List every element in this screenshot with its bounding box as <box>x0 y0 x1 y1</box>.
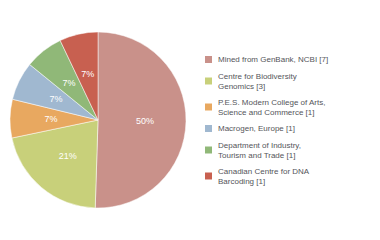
svg-text:7%: 7% <box>44 114 57 124</box>
svg-text:Barcoding [1]: Barcoding [1] <box>218 177 265 186</box>
svg-text:21%: 21% <box>59 151 77 161</box>
svg-text:Mined from GenBank, NCBI [7]: Mined from GenBank, NCBI [7] <box>218 55 328 64</box>
svg-text:7%: 7% <box>62 78 75 88</box>
svg-text:Science and Commerce [1]: Science and Commerce [1] <box>218 108 315 117</box>
svg-text:Macrogen, Europe [1]: Macrogen, Europe [1] <box>218 124 295 133</box>
svg-text:Centre for Biodiversity: Centre for Biodiversity <box>218 72 297 81</box>
svg-text:7%: 7% <box>81 69 94 79</box>
svg-text:7%: 7% <box>49 94 62 104</box>
svg-text:50%: 50% <box>136 116 154 126</box>
svg-text:Canadian Centre for DNA: Canadian Centre for DNA <box>218 167 310 176</box>
svg-text:P.E.S. Modern College of Arts,: P.E.S. Modern College of Arts, <box>218 98 325 107</box>
svg-text:Department of Industry,: Department of Industry, <box>218 141 301 150</box>
svg-text:Genomics [3]: Genomics [3] <box>218 82 265 91</box>
svg-text:Tourism and Trade [1]: Tourism and Trade [1] <box>218 151 295 160</box>
